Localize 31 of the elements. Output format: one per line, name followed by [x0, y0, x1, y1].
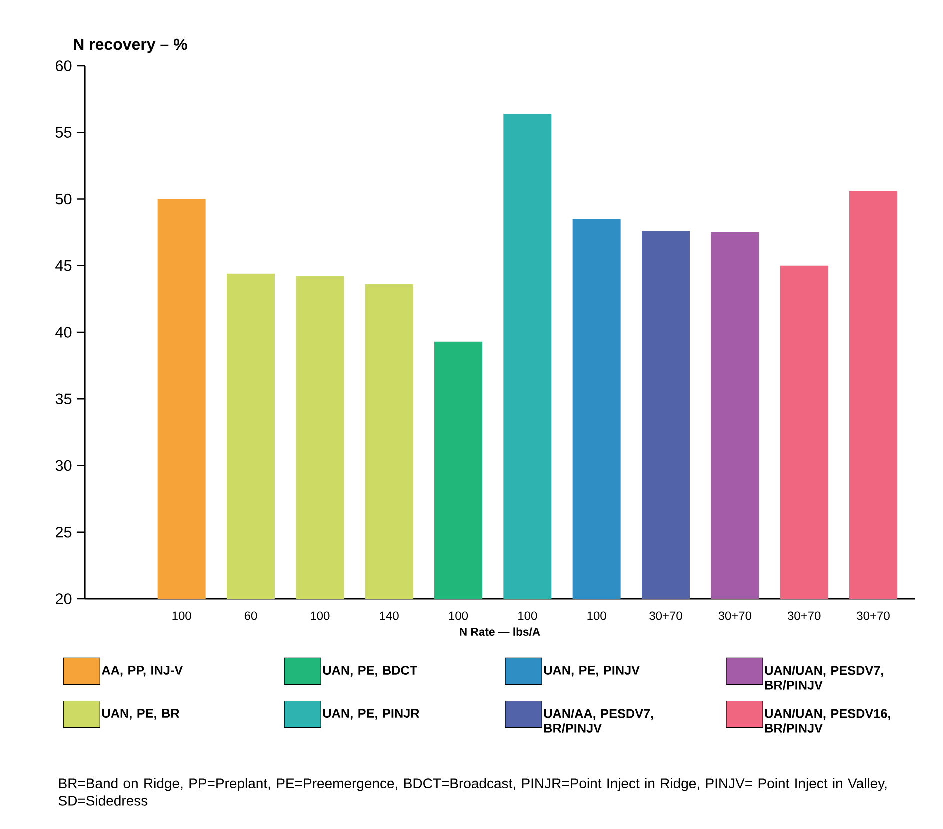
x-tick-label: 100 [449, 612, 468, 620]
y-tick-label: 20 [56, 594, 72, 604]
y-tick-label: 55 [56, 127, 72, 138]
x-tick-label: 30+70 [650, 612, 682, 620]
x-tick-label: 30+70 [788, 612, 821, 620]
legend-label: UAN/AA, PESDV7, BR/PINJV [544, 708, 654, 734]
x-tick-label: 100 [311, 612, 330, 620]
x-tick-label: 100 [172, 612, 192, 620]
x-tick-label: 30+70 [857, 612, 890, 620]
y-tick-label: 45 [56, 260, 72, 272]
x-tick-label: 100 [588, 612, 606, 620]
y-tick-label: 50 [56, 194, 72, 205]
x-tick-label: 100 [518, 612, 538, 620]
x-axis-title: N Rate — lbs/A [460, 628, 540, 636]
x-tick-label: 30+70 [718, 612, 752, 620]
legend-label: UAN/UAN, PESDV16, BR/PINJV [765, 708, 890, 734]
y-tick-label: 35 [56, 394, 72, 405]
x-tick-label: 60 [244, 612, 258, 620]
x-tick-label: 140 [380, 612, 399, 620]
y-tick-label: 60 [56, 60, 72, 72]
text: BR=Band on Ridge, PP=Preplant, PE=Preemergence, BDCT=Broadcast, PINJR=Point Inject in Ridge, PINJV= Point Inject in Valley, SD=Sidedress [58, 778, 887, 806]
y-axis-title: N recovery – % [74, 38, 188, 54]
legend-label: UAN, PE, BDCT [323, 666, 418, 677]
legend-label: UAN, PE, BR [102, 709, 180, 720]
legend-label: AA, PP, INJ-V [102, 666, 184, 677]
y-tick-label: 30 [56, 460, 72, 472]
legend-label: UAN/UAN, PESDV7, BR/PINJV [765, 666, 884, 690]
y-tick-label: 25 [56, 526, 72, 538]
legend-label: UAN, PE, PINJR [323, 709, 420, 720]
legend-label: UAN, PE, PINJV [544, 666, 640, 677]
y-tick-label: 40 [56, 327, 72, 338]
